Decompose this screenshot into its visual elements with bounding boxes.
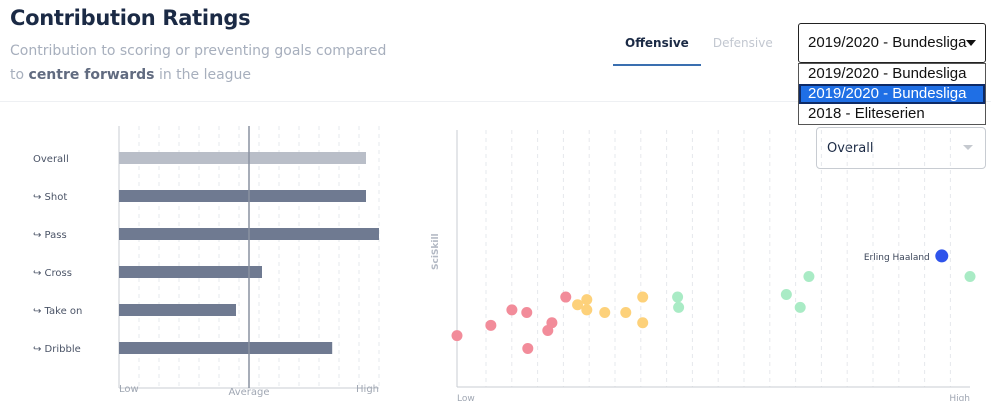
bar <box>119 152 366 164</box>
caret-down-icon <box>966 40 976 46</box>
scatter-point <box>485 319 497 331</box>
scatter-point <box>803 270 815 282</box>
tab-defensive[interactable]: Defensive <box>712 36 773 50</box>
scatter-point <box>794 301 806 313</box>
x-tick-label: Low <box>457 394 475 401</box>
season-select[interactable]: 2019/2020 - Bundesliga <box>798 23 986 63</box>
scatter-point <box>560 291 572 303</box>
x-tick-label: High <box>949 394 970 401</box>
season-option-highlighted[interactable]: 2019/2020 - Bundesliga <box>799 84 985 104</box>
season-dropdown-menu: 2019/2020 - Bundesliga 2019/2020 - Bunde… <box>798 63 986 125</box>
scatter-point <box>599 306 611 318</box>
season-option[interactable]: 2019/2020 - Bundesliga <box>808 65 967 82</box>
bar-category-label: ↪ Cross <box>33 268 72 279</box>
header-divider <box>0 101 991 102</box>
metric-select[interactable]: Overall <box>816 127 986 169</box>
bar <box>119 342 333 354</box>
tab-offensive[interactable]: Offensive <box>613 26 701 66</box>
highlighted-player-point <box>935 249 949 263</box>
scatter-point <box>637 291 649 303</box>
scatter-point <box>673 301 685 313</box>
scatter-point <box>451 330 463 342</box>
tab-bar: Offensive Defensive <box>613 26 785 66</box>
season-select-value: 2019/2020 - Bundesliga <box>808 34 967 51</box>
bar-category-label: ↪ Dribble <box>33 344 81 355</box>
subtitle-position: centre forwards <box>28 67 155 83</box>
page-title: Contribution Ratings <box>10 6 251 30</box>
bar <box>119 304 236 316</box>
scatter-point <box>964 270 976 282</box>
x-tick-label: Average <box>228 387 269 398</box>
scatter-point <box>521 306 533 318</box>
bar-category-label: ↪ Shot <box>33 192 67 203</box>
bar <box>119 266 262 278</box>
scatter-point <box>522 342 534 354</box>
caret-down-icon <box>963 145 973 150</box>
contribution-bar-chart: Overall ↪ Shot ↪ Pass ↪ Cross ↪ Take on ↪ Dri… <box>33 126 380 398</box>
scatter-point <box>672 291 684 303</box>
scatter-point <box>546 317 558 329</box>
sciskill-scatter-chart: SciSkill Low High Erling Haaland <box>431 130 976 401</box>
bar-category-label: ↪ Take on <box>33 306 82 317</box>
subtitle-text: Contribution to scoring or preventing go… <box>10 43 387 83</box>
scatter-point <box>637 317 649 329</box>
x-tick-label: High <box>356 384 379 395</box>
bar-category-label: ↪ Pass <box>33 230 67 241</box>
season-option[interactable]: 2018 - Eliteserien <box>808 105 925 122</box>
scatter-point <box>780 288 792 300</box>
scatter-point <box>581 294 593 306</box>
page-subtitle: Contribution to scoring or preventing go… <box>10 39 400 87</box>
highlighted-player-label: Erling Haaland <box>864 253 930 263</box>
x-tick-label: Low <box>119 384 139 395</box>
metric-select-value: Overall <box>827 141 874 156</box>
scatter-point <box>572 299 584 311</box>
y-axis-label: SciSkill <box>431 233 441 270</box>
scatter-point <box>506 304 518 316</box>
bar-category-label: Overall <box>33 154 69 165</box>
scatter-point <box>581 304 593 316</box>
bar <box>119 190 366 202</box>
subtitle-suffix: in the league <box>158 67 252 83</box>
scatter-point <box>620 306 632 318</box>
